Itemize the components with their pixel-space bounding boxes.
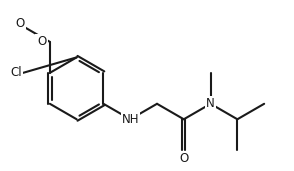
Text: NH: NH <box>121 113 139 126</box>
Text: O: O <box>36 35 46 48</box>
Text: O: O <box>179 152 188 165</box>
Text: O: O <box>38 35 47 48</box>
Text: N: N <box>206 97 215 110</box>
Text: O: O <box>15 17 25 30</box>
Text: Cl: Cl <box>10 66 22 79</box>
